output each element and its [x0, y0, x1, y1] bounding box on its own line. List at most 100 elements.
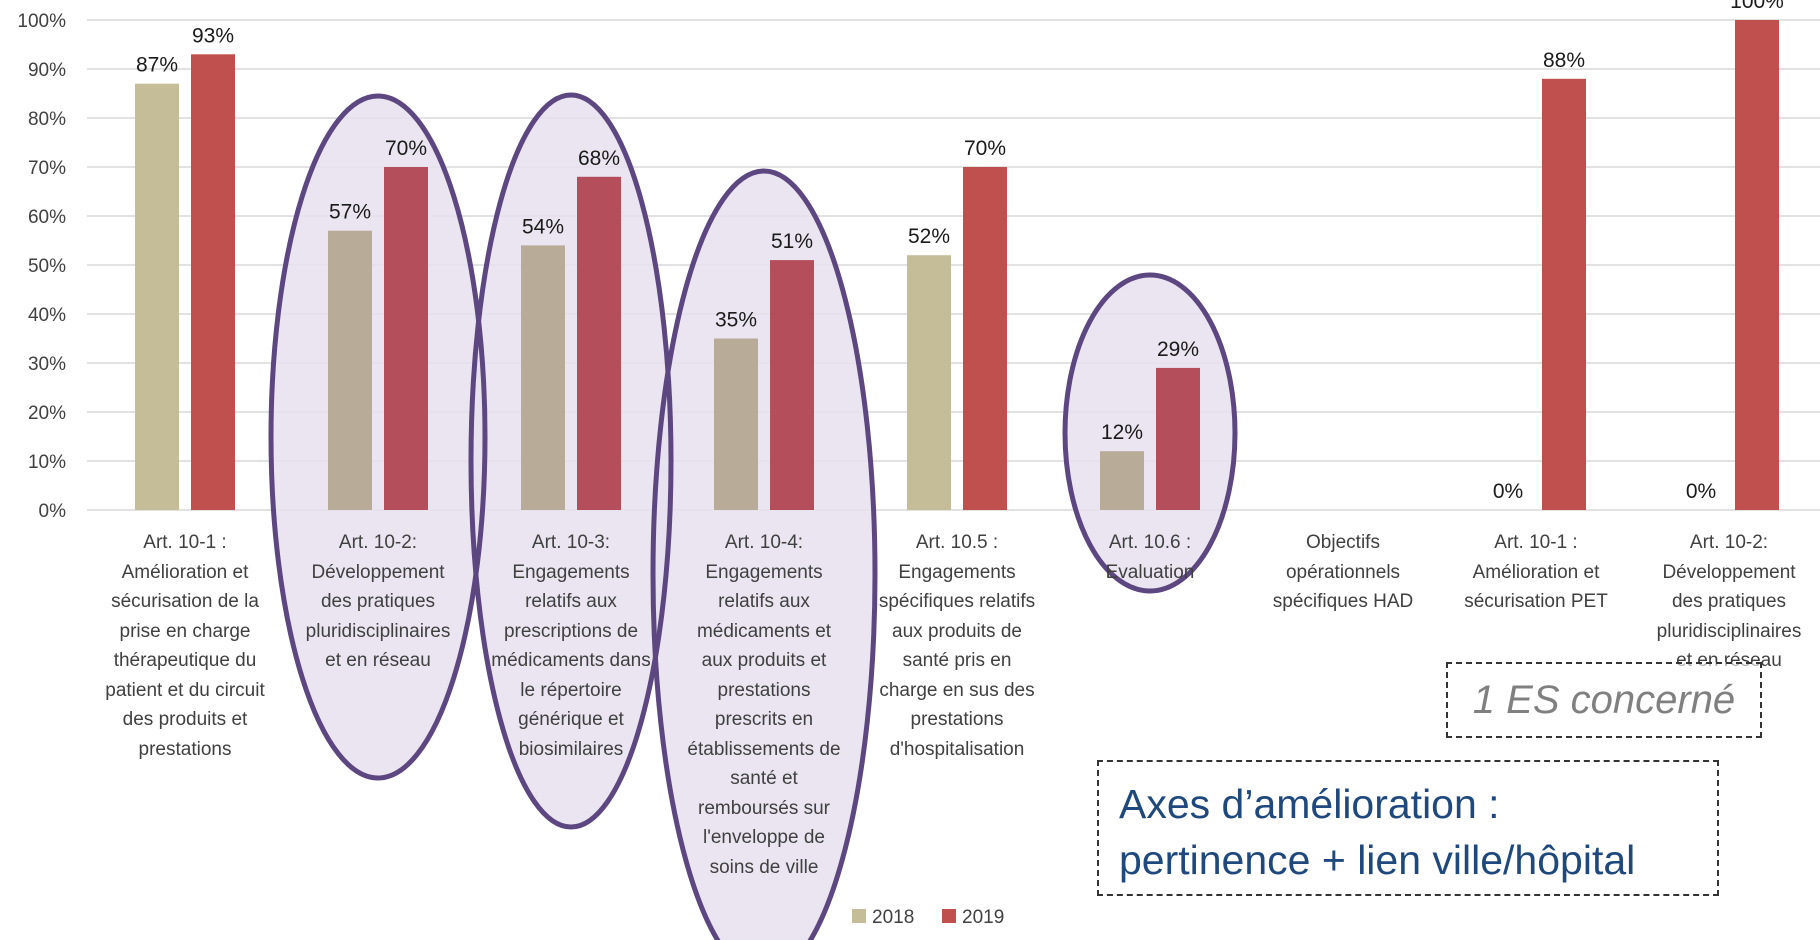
x-category-label: Objectifs opérationnels spécifiques HAD — [1245, 528, 1441, 617]
data-label-2019: 93% — [192, 24, 234, 47]
x-category-label: Art. 10-2: Développement des pratiques plur… — [280, 528, 476, 676]
bar-2018 — [1100, 451, 1144, 510]
y-tick-label: 90% — [28, 60, 66, 81]
legend-swatch-2018 — [852, 909, 866, 923]
callout-one-es-text: 1 ES concerné — [1473, 678, 1735, 723]
bar-2018 — [907, 255, 951, 510]
data-label-2019: 29% — [1157, 338, 1199, 361]
bar-2019 — [963, 167, 1007, 510]
x-category-label-line: prise en charge — [87, 617, 283, 647]
x-category-label-line: spécifiques HAD — [1245, 587, 1441, 617]
x-category-label-line: des pratiques — [1631, 587, 1820, 617]
x-category-label-line: patient et du circuit — [87, 676, 283, 706]
x-category-label-line: Développement — [1631, 558, 1820, 588]
x-category-label-line: thérapeutique du — [87, 646, 283, 676]
x-category-label-line: Art. 10-2: — [1631, 528, 1820, 558]
x-category-label-line: opérationnels — [1245, 558, 1441, 588]
x-category-label-line: Objectifs — [1245, 528, 1441, 558]
x-category-label-line: des produits et — [87, 705, 283, 735]
x-category-label-line: Art. 10.6 : — [1052, 528, 1248, 558]
data-label-2018: 35% — [715, 309, 757, 332]
bar-2019 — [577, 177, 621, 510]
x-category-label-line: santé pris en — [859, 646, 1055, 676]
data-label-2018: 12% — [1101, 421, 1143, 444]
y-tick-label: 40% — [28, 305, 66, 326]
bar-2019 — [191, 54, 235, 510]
bar-2018 — [135, 84, 179, 510]
y-tick-label: 60% — [28, 207, 66, 228]
x-category-label-line: sécurisation de la — [87, 587, 283, 617]
y-tick-label: 0% — [39, 501, 67, 522]
x-category-label-line: médicaments dans — [473, 646, 669, 676]
x-category-label-line: soins de ville — [666, 853, 862, 883]
x-category-label-line: Engagements — [473, 558, 669, 588]
x-category-label-line: remboursés sur — [666, 794, 862, 824]
data-label-2019: 70% — [385, 137, 427, 160]
x-category-label-line: Développement — [280, 558, 476, 588]
legend-label-2019: 2019 — [962, 907, 1004, 928]
x-category-label-line: Evaluation — [1052, 558, 1248, 588]
x-category-label-line: prescrits en — [666, 705, 862, 735]
data-label-2018: 57% — [329, 201, 371, 224]
x-category-label-line: l'enveloppe de — [666, 823, 862, 853]
x-category-label-line: Engagements — [666, 558, 862, 588]
data-label-2019: 68% — [578, 147, 620, 170]
x-category-label-line: Art. 10.5 : — [859, 528, 1055, 558]
bar-2018 — [714, 339, 758, 511]
x-category-label-line: médicaments et — [666, 617, 862, 647]
bar-2019 — [1156, 368, 1200, 510]
bar-2019 — [770, 260, 814, 510]
y-tick-label: 70% — [28, 158, 66, 179]
callout-improvement-axes: Axes d’amélioration : pertinence + lien … — [1097, 760, 1719, 896]
x-category-label-line: Art. 10-3: — [473, 528, 669, 558]
x-category-label: Art. 10.5 : Engagements spécifiques relati… — [859, 528, 1055, 764]
x-category-label-line: générique et — [473, 705, 669, 735]
callout-improvement-line2: pertinence + lien ville/hôpital — [1119, 832, 1717, 888]
x-category-label-line: charge en sus des — [859, 676, 1055, 706]
data-label-2019: 100% — [1730, 0, 1784, 13]
x-category-label-line: biosimilaires — [473, 735, 669, 765]
x-category-label-line: santé et — [666, 764, 862, 794]
x-category-label: Art. 10-4: Engagements relatifs aux médicam… — [666, 528, 862, 882]
y-tick-label: 20% — [28, 403, 66, 424]
x-category-label-line: relatifs aux — [666, 587, 862, 617]
x-category-label-line: d'hospitalisation — [859, 735, 1055, 765]
x-category-label-line: Art. 10-4: — [666, 528, 862, 558]
data-label-2018: 87% — [136, 54, 178, 77]
x-category-label-line: aux produits et — [666, 646, 862, 676]
bar-2019 — [1542, 79, 1586, 510]
x-category-label: Art. 10-3: Engagements relatifs aux prescri… — [473, 528, 669, 764]
x-category-label-line: prestations — [859, 705, 1055, 735]
bar-2018 — [328, 231, 372, 510]
x-category-label-line: prestations — [666, 676, 862, 706]
legend-swatch-2019 — [942, 909, 956, 923]
x-category-label-line: relatifs aux — [473, 587, 669, 617]
x-category-label-line: établissements de — [666, 735, 862, 765]
callout-one-es: 1 ES concerné — [1446, 662, 1762, 738]
data-label-2018: 52% — [908, 225, 950, 248]
legend-label-2018: 2018 — [872, 907, 914, 928]
x-category-label-line: prescriptions de — [473, 617, 669, 647]
x-category-label-line: Art. 10-1 : — [1438, 528, 1634, 558]
bar-2019 — [384, 167, 428, 510]
x-category-label-line: sécurisation PET — [1438, 587, 1634, 617]
x-category-label-line: Art. 10-2: — [280, 528, 476, 558]
x-category-label-line: spécifiques relatifs — [859, 587, 1055, 617]
y-tick-label: 100% — [17, 11, 66, 32]
x-category-label-line: des pratiques — [280, 587, 476, 617]
data-label-2018: 0% — [1686, 480, 1716, 503]
x-category-label: Art. 10-1 : Amélioration et sécurisation d… — [87, 528, 283, 764]
y-tick-label: 50% — [28, 256, 66, 277]
legend: 2018 2019 — [852, 907, 1004, 928]
data-label-2019: 70% — [964, 137, 1006, 160]
callout-improvement-line1: Axes d’amélioration : — [1119, 776, 1717, 832]
x-category-label-line: Engagements — [859, 558, 1055, 588]
x-category-label: Art. 10-2: Développement des pratiques plur… — [1631, 528, 1820, 676]
x-category-label-line: prestations — [87, 735, 283, 765]
y-axis: 0% 10% 20% 30% 40% 50% 60% 70% 80% 90% 100% — [17, 11, 66, 522]
x-category-label-line: et en réseau — [280, 646, 476, 676]
x-category-label-line: le répertoire — [473, 676, 669, 706]
y-tick-label: 80% — [28, 109, 66, 130]
x-category-label: Art. 10-1 : Amélioration et sécurisation P… — [1438, 528, 1634, 617]
x-category-label-line: pluridisciplinaires — [1631, 617, 1820, 647]
